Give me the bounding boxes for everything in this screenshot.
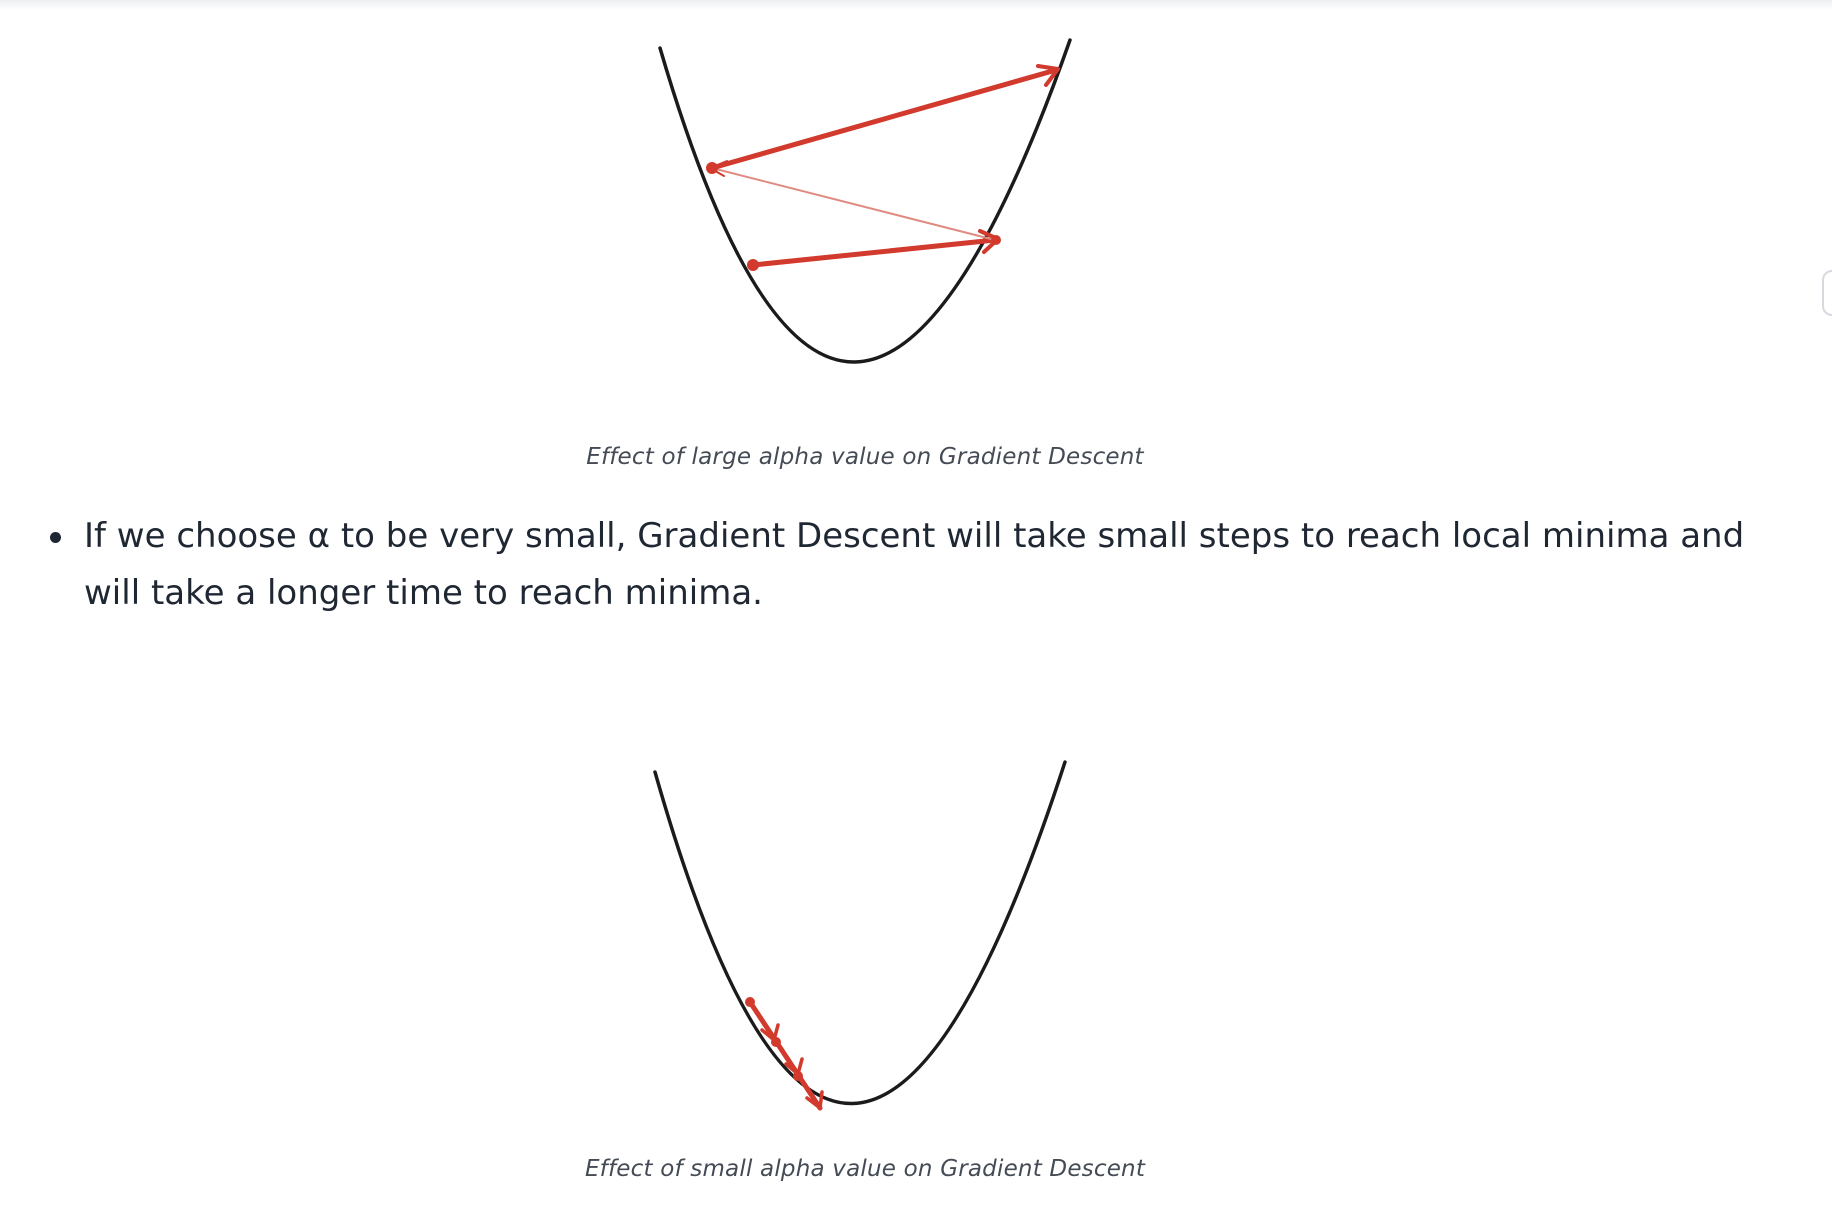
figure-caption: Effect of small alpha value on Gradient …	[584, 1156, 1146, 1182]
step-arrowhead-3	[1036, 64, 1060, 87]
bullet-list: If we choose α to be very small, Gradien…	[48, 508, 1748, 622]
small-step-arrowhead-3	[805, 1090, 824, 1110]
large-alpha-diagram	[658, 38, 1072, 364]
bullet-text: If we choose α to be very small, Gradien…	[84, 516, 1745, 613]
bullet-icon	[50, 532, 61, 543]
parabola-curve	[658, 38, 1072, 364]
small-step-arrows	[747, 999, 823, 1111]
small-alpha-diagram	[653, 760, 1067, 1111]
small-step-arrowhead-2	[784, 1057, 804, 1076]
step-point-right	[991, 235, 1001, 245]
scroll-handle[interactable]	[1822, 270, 1832, 316]
parabola-curve	[653, 760, 1067, 1106]
header-shadow	[0, 0, 1832, 10]
step-arrow-3	[709, 67, 1059, 171]
small-step-point-1	[745, 997, 755, 1007]
list-item: If we choose α to be very small, Gradien…	[48, 508, 1748, 622]
step-arrow-1	[750, 237, 998, 268]
figure-small-alpha: Effect of small alpha value on Gradient …	[0, 730, 1832, 1200]
small-step-arrowhead-1	[760, 1023, 780, 1042]
step-point-mid	[706, 162, 718, 174]
step-arrow-2	[711, 167, 996, 241]
figure-large-alpha: Effect of large alpha value on Gradient …	[0, 0, 1832, 480]
step-point-start	[747, 259, 759, 271]
figure-caption: Effect of large alpha value on Gradient …	[586, 444, 1144, 470]
